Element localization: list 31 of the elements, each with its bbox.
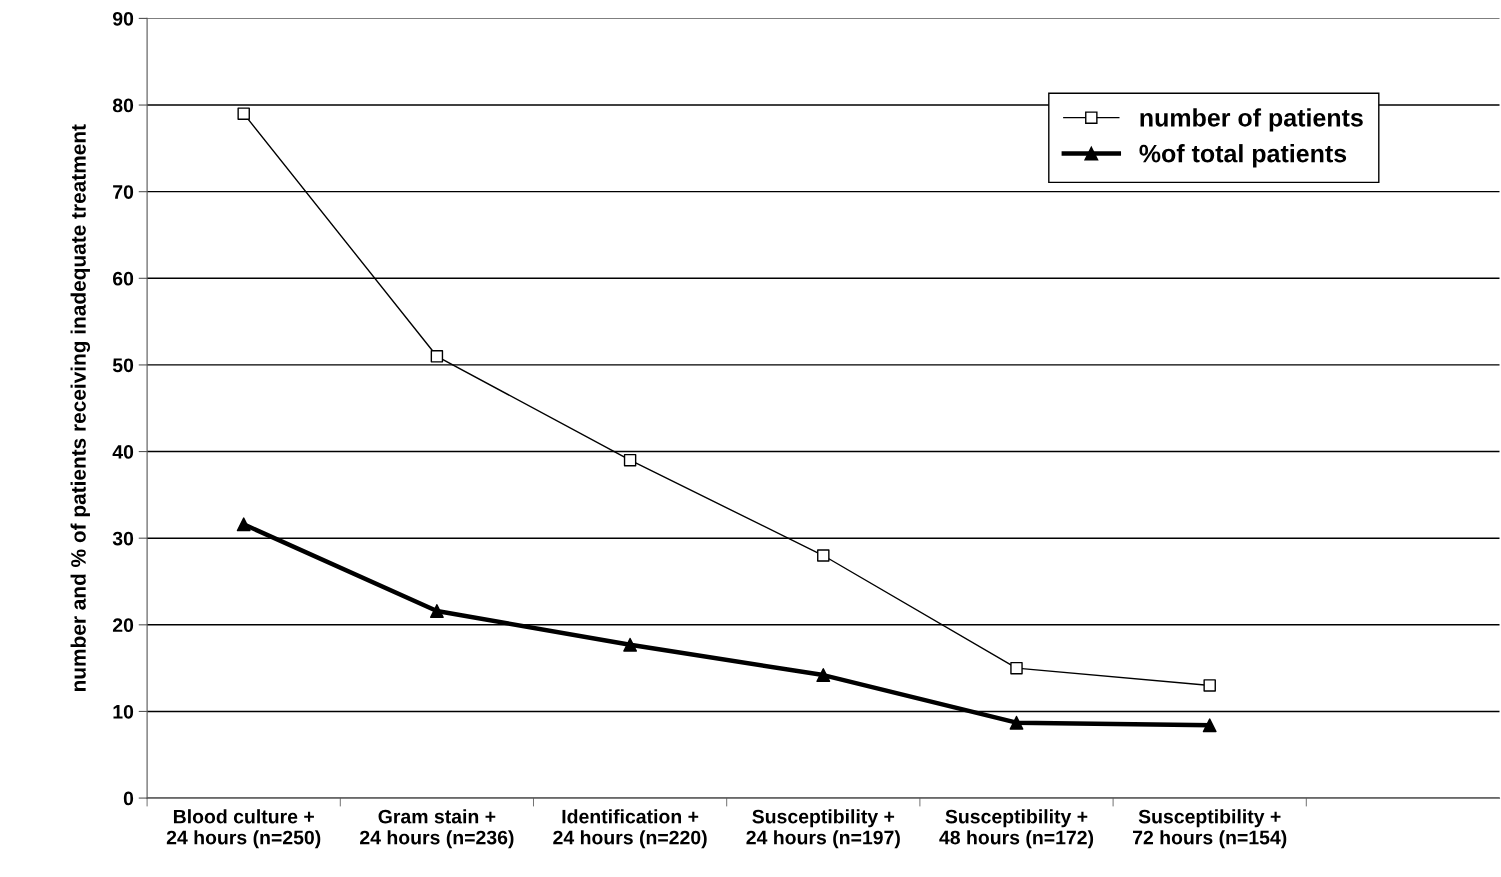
legend-label: number of patients [1140, 108, 1363, 132]
x-tick-label: Identification + 24 hours (n=220) [553, 809, 707, 849]
y-tick-label: 30 [112, 531, 134, 546]
y-tick-label: 40 [112, 445, 134, 459]
point [623, 453, 637, 467]
y-tick-label: 0 [123, 791, 134, 806]
x-tick-label: Susceptibility + 24 hours (n=197) [746, 809, 900, 849]
y-tick-label: 90 [112, 11, 134, 26]
y-tick-label: 50 [112, 358, 134, 373]
point [1010, 661, 1023, 675]
point [816, 668, 831, 683]
y-tick-label: 20 [112, 618, 134, 633]
point [623, 637, 638, 652]
point [430, 350, 444, 363]
point [817, 549, 830, 562]
y-tick-label: 80 [112, 98, 134, 113]
point [1202, 718, 1217, 733]
x-tick-label: Susceptibility + 48 hours (n=172) [939, 809, 1094, 849]
y-axis-title: number and % of patients receiving inadequate treatment [70, 124, 91, 692]
y-tick-label: 70 [113, 185, 134, 199]
y-tick-label: 60 [112, 271, 134, 286]
y-tick-label: 10 [113, 704, 134, 719]
point [1009, 715, 1024, 730]
point [236, 517, 251, 532]
point [237, 107, 250, 120]
legend-label: %of total patients [1139, 144, 1347, 168]
point [1203, 679, 1216, 692]
x-tick-label: Susceptibility + 72 hours (n=154) [1133, 809, 1287, 849]
x-tick-label: Blood culture + 24 hours (n=250) [166, 809, 321, 849]
point [429, 604, 444, 618]
x-tick-label: Gram stain + 24 hours (n=236) [360, 809, 514, 849]
